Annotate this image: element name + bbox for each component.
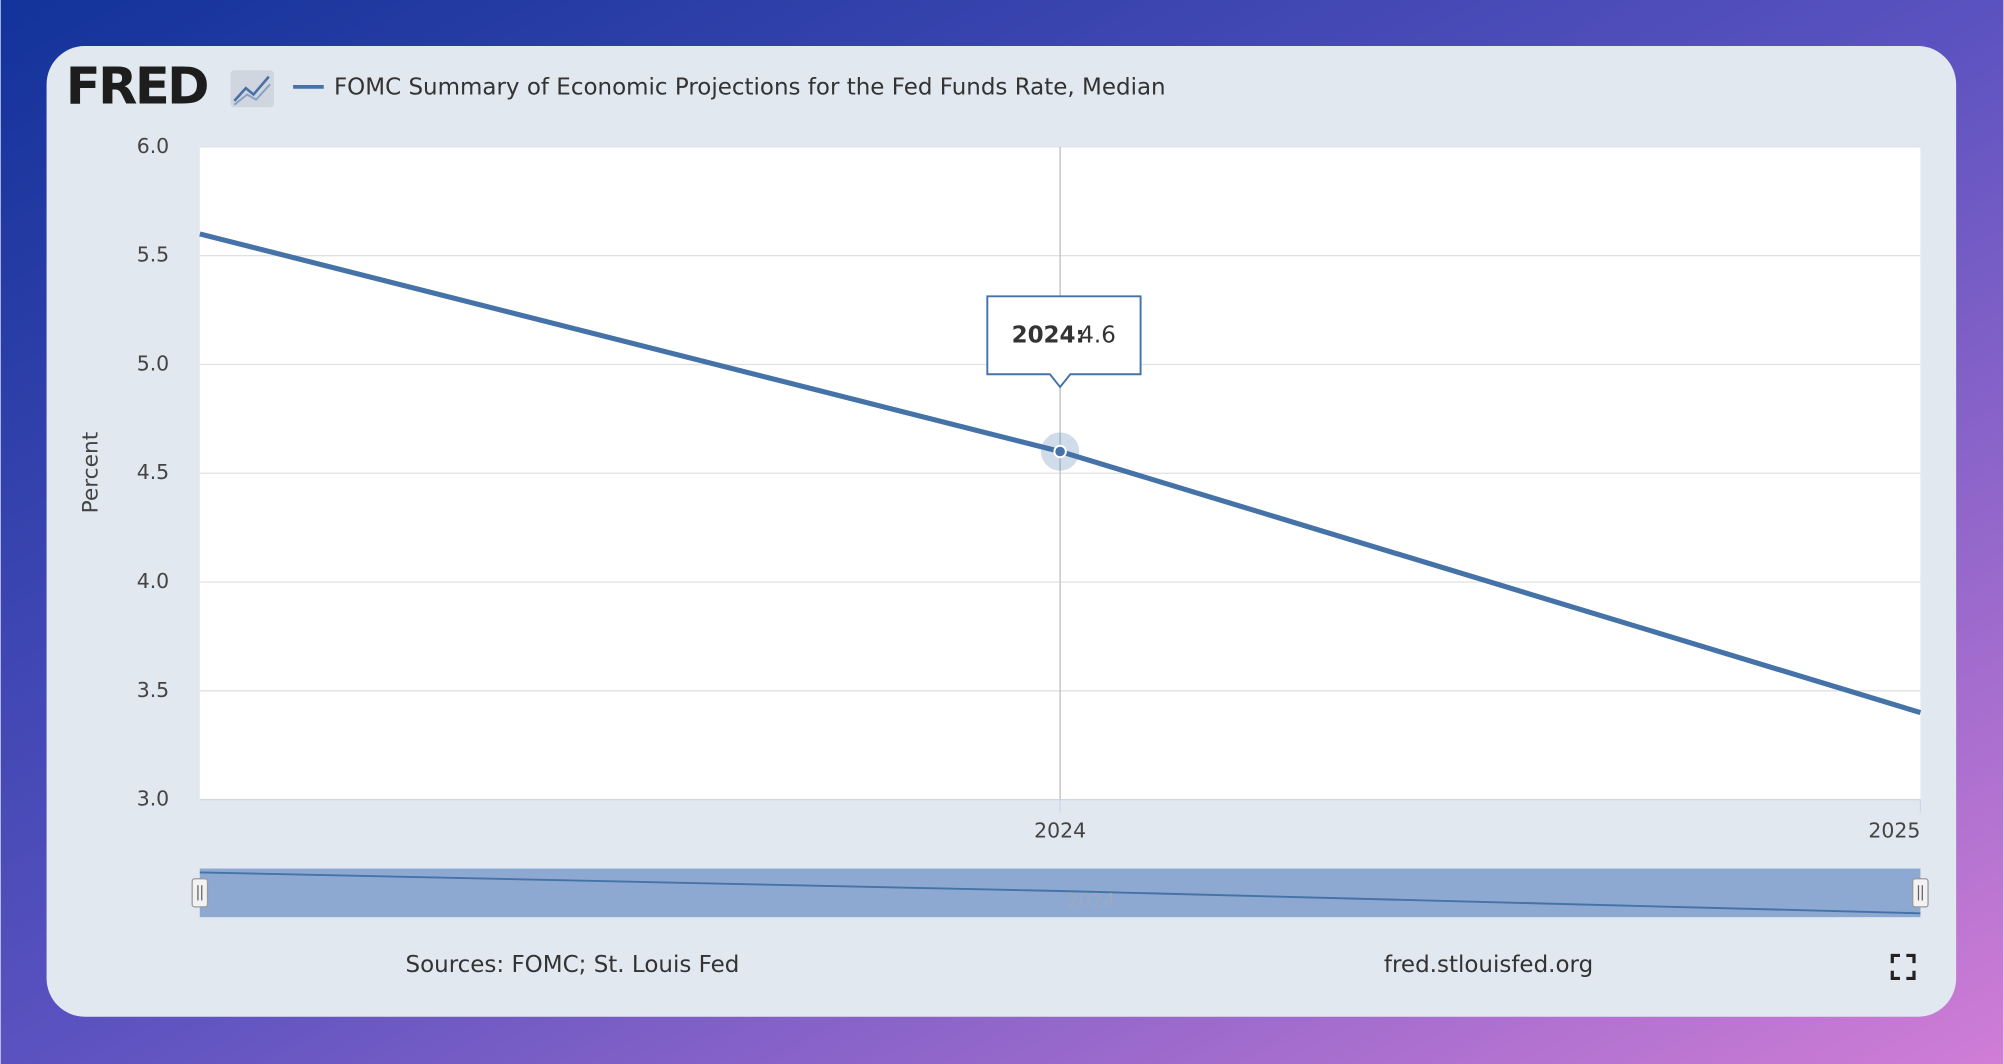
legend-label: FOMC Summary of Economic Projections for…	[334, 75, 1166, 101]
x-tick-label: 2024	[1034, 819, 1086, 843]
site-link[interactable]: fred.stlouisfed.org	[1384, 952, 1593, 978]
y-tick-label: 3.0	[137, 787, 169, 811]
navigator-selection	[199, 868, 1921, 918]
hover-point	[1053, 444, 1067, 459]
y-axis-label: Percent	[78, 432, 103, 514]
y-tick-label: 4.0	[137, 569, 169, 593]
y-tick-label: 5.0	[137, 351, 169, 375]
y-tick-label: 4.5	[137, 460, 169, 484]
y-tick-label: 6.0	[137, 134, 169, 158]
navigator-handle[interactable]	[191, 878, 209, 908]
navigator-label: 2024	[1066, 889, 1115, 912]
logo-icon	[230, 70, 274, 108]
tooltip-box	[986, 295, 1142, 389]
tooltip-label: 2024:	[1012, 322, 1085, 348]
tooltip-value: 4.6	[1079, 322, 1116, 348]
fullscreen-button[interactable]	[1890, 953, 1916, 981]
navigator-handle-body	[191, 878, 209, 908]
navigator-line	[199, 871, 1921, 915]
logo: FRED	[66, 57, 207, 116]
navigator-handle[interactable]	[1912, 878, 1929, 908]
y-tick-label: 5.5	[137, 243, 169, 267]
x-tick-label: 2025	[1868, 819, 1920, 843]
navigator-handle-body	[1912, 878, 1929, 908]
sources: Sources: FOMC; St. Louis Fed	[405, 952, 739, 978]
y-tick-label: 3.5	[137, 678, 169, 702]
